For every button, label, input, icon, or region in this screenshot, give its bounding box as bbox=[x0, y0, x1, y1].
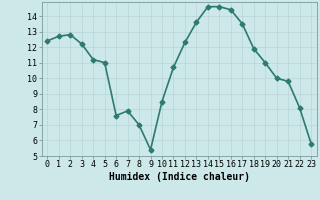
X-axis label: Humidex (Indice chaleur): Humidex (Indice chaleur) bbox=[109, 172, 250, 182]
